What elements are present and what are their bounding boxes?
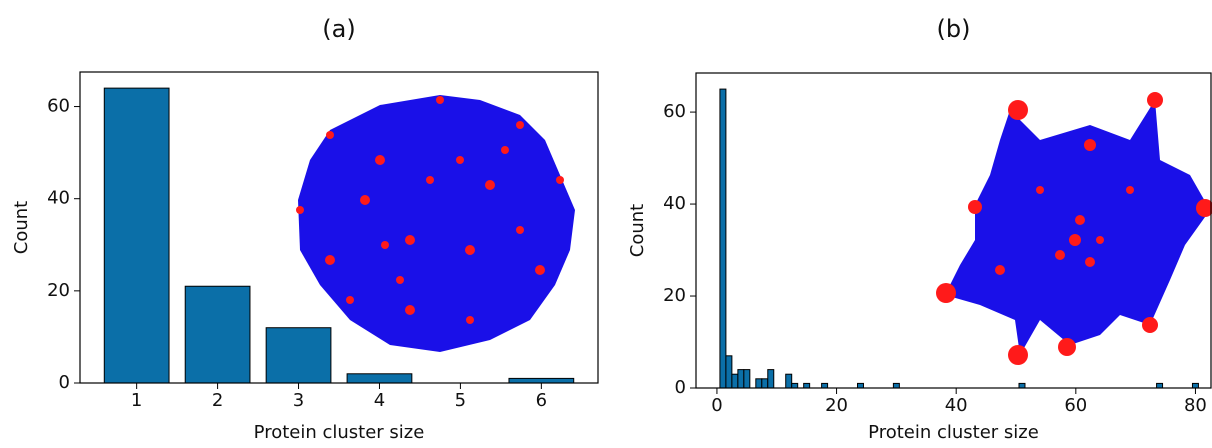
bar — [508, 377, 575, 384]
x-tick-label: 0 — [711, 395, 722, 416]
y-tick-label: 40 — [663, 193, 686, 214]
y-tick-label: 60 — [47, 96, 70, 117]
bar — [761, 378, 769, 389]
x-tick-label: 80 — [1184, 395, 1207, 416]
bar — [725, 355, 733, 389]
y-tick-label: 40 — [47, 188, 70, 209]
bar — [731, 373, 739, 389]
bar — [791, 382, 799, 389]
x-axis-label: Protein cluster size — [254, 422, 425, 443]
bar — [767, 369, 775, 389]
bar — [1191, 382, 1199, 389]
bar — [184, 285, 251, 384]
bar — [1018, 382, 1026, 389]
bar — [892, 382, 900, 389]
x-tick-label: 6 — [536, 390, 547, 411]
cell-image-a — [296, 95, 575, 352]
bar — [737, 369, 745, 389]
x-tick-label: 1 — [131, 390, 142, 411]
y-axis-label: Count — [11, 201, 32, 254]
chart-title: (b) — [937, 15, 971, 43]
y-tick-label: 0 — [675, 377, 686, 398]
y-tick-label: 60 — [663, 101, 686, 122]
cell-image-b — [936, 92, 1212, 365]
bar — [785, 373, 793, 389]
bar — [743, 369, 751, 389]
y-tick-label: 0 — [59, 372, 70, 393]
bar — [103, 87, 170, 384]
x-tick-label: 40 — [945, 395, 968, 416]
bar — [1156, 382, 1164, 389]
bar — [265, 327, 332, 384]
bar — [803, 382, 811, 389]
plot-frame — [79, 71, 599, 384]
plot-frame — [695, 72, 1212, 389]
y-tick-label: 20 — [663, 285, 686, 306]
bar — [856, 382, 864, 389]
x-tick-label: 3 — [293, 390, 304, 411]
bar — [755, 378, 763, 389]
x-tick-label: 4 — [374, 390, 385, 411]
x-tick-label: 5 — [455, 390, 466, 411]
y-tick-label: 20 — [47, 280, 70, 301]
bar — [719, 88, 727, 389]
chart-title: (a) — [322, 15, 355, 43]
x-axis-label: Protein cluster size — [868, 422, 1039, 443]
x-tick-label: 60 — [1064, 395, 1087, 416]
bar — [346, 373, 413, 384]
x-tick-label: 2 — [212, 390, 223, 411]
bar — [821, 382, 829, 389]
x-tick-label: 20 — [825, 395, 848, 416]
y-axis-label: Count — [627, 204, 648, 257]
